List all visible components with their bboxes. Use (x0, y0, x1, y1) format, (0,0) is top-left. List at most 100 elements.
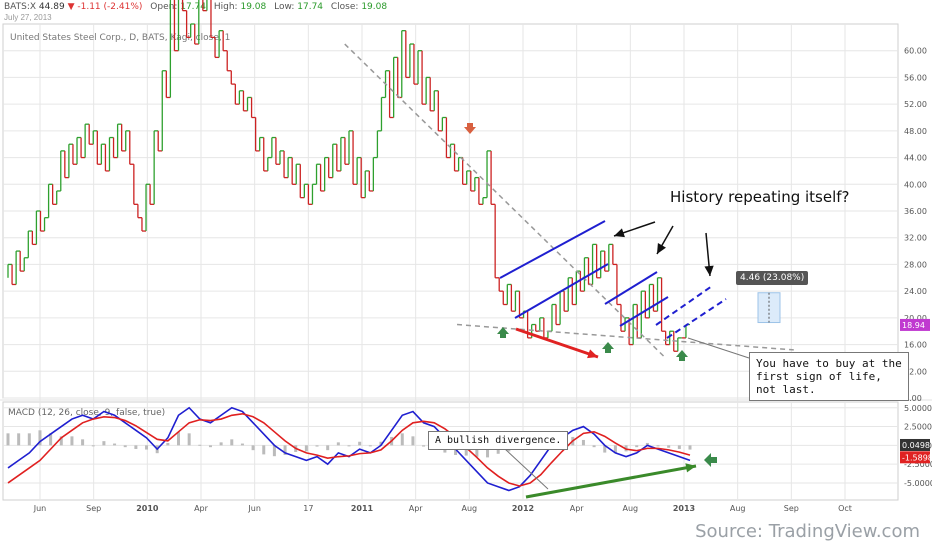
channel-lower-2 (619, 296, 669, 327)
red-trend-arrow-head (587, 349, 598, 359)
low-value: 17.74 (297, 2, 324, 12)
price-tick-label: 44.00 (904, 154, 927, 163)
time-tick-label: Oct (838, 504, 852, 513)
time-tick-label: Aug (730, 504, 746, 513)
high-label: High: (213, 2, 238, 12)
histogram-bar (27, 433, 31, 446)
signal-tag (900, 451, 930, 464)
histogram-bar (645, 442, 649, 446)
price-tick-label: 8.00 (904, 394, 922, 403)
price-tick-label: 36.00 (904, 207, 927, 216)
histogram-bar (486, 445, 490, 458)
high-value: 19.08 (240, 2, 267, 12)
time-tick-label: Apr (409, 504, 424, 513)
history-pointer-1-head (614, 228, 625, 238)
histogram-bar (336, 442, 340, 446)
main-chart-title: United States Steel Corp., D, BATS, Kagi… (10, 33, 230, 43)
time-tick-label: 2012 (512, 504, 534, 513)
histogram-bar (262, 445, 266, 455)
divergence-note: A bullish divergence. (428, 431, 569, 450)
close-label: Close: (330, 2, 359, 12)
divergence-leader (504, 448, 549, 490)
low-label: Low: (274, 2, 295, 12)
change-percent: (-2.41%) (103, 2, 143, 12)
time-tick-label: 2010 (136, 504, 159, 513)
down-arrow-icon: ▼ (67, 2, 75, 12)
price-tick-label: 24.00 (904, 287, 927, 296)
macd-tag-text: 0.0498 (902, 441, 930, 450)
channel-upper-1 (499, 220, 606, 279)
histogram-bar (677, 445, 681, 449)
buy-marker-icon (676, 350, 688, 357)
channel-upper-3 (655, 285, 713, 326)
histogram-bar (304, 445, 308, 452)
histogram-bar (251, 445, 255, 451)
price-tag (900, 318, 930, 331)
histogram-bar (379, 441, 383, 446)
red-trend-arrow (515, 327, 599, 359)
histogram-bar (464, 445, 468, 456)
green-divergence-arrow-head (685, 463, 696, 473)
buy-note: You have to buy at the first sign of lif… (749, 352, 909, 401)
open-label: Open: (150, 2, 178, 12)
histogram-bar (81, 439, 85, 446)
close-value: 19.08 (361, 2, 388, 12)
time-axis: Jun Sep 2010 Apr Jun 17 2011 Apr Aug 2012 Apr Aug 20… (33, 504, 852, 513)
channel-lower-1 (514, 263, 609, 319)
macd-pane (2, 401, 899, 501)
histogram-bar (667, 445, 671, 448)
macd-tick-label: -2.5000 (904, 460, 932, 469)
time-tick-label: Aug (462, 504, 478, 513)
price-tick-label: 56.00 (904, 73, 927, 82)
time-tick-label: 2013 (673, 504, 695, 513)
price-axis: 60.00 56.00 52.00 48.00 44.00 40.00 36.00 32.00… (904, 47, 927, 403)
buy-marker-icon-stem (679, 357, 685, 361)
histogram-bar (70, 436, 74, 446)
histogram-bar (688, 445, 692, 450)
histogram-bar (208, 445, 212, 448)
price-tick-label: 60.00 (904, 47, 927, 56)
price-tick-label: 40.00 (904, 180, 927, 189)
time-tick-label: Jun (33, 504, 47, 513)
histogram-bar (91, 445, 95, 447)
histogram-bar (411, 436, 415, 446)
macd-tick-label: 5.0000 (904, 404, 932, 413)
channel-lower-3 (666, 298, 727, 339)
histogram-bar (581, 439, 585, 446)
open-value: 17.74 (180, 2, 206, 12)
histogram-bar (123, 445, 127, 448)
price-tick-label: 28.00 (904, 260, 927, 269)
kagi-series (7, 0, 690, 352)
histogram-bar (656, 445, 660, 447)
histogram-bar (113, 443, 117, 446)
time-tick-label: Sep (784, 504, 799, 513)
histogram-bar (59, 436, 63, 446)
histogram-bar (283, 445, 287, 455)
note-leader (687, 337, 750, 359)
histogram-bar (603, 445, 607, 453)
histogram-bar (613, 445, 617, 454)
histogram-bar (315, 445, 319, 447)
signal-line (7, 412, 691, 487)
time-tick-label: Sep (86, 504, 101, 513)
last-price: 44.89 (38, 2, 65, 12)
histogram-bar (422, 445, 426, 447)
time-tick-label: 17 (303, 504, 313, 513)
histogram-bar (592, 445, 596, 448)
histogram-bar (368, 445, 372, 447)
time-tick-label: Jun (247, 504, 261, 513)
macd-marker-icon-tail (711, 457, 717, 463)
histogram-bar (49, 433, 53, 446)
price-tick-label: 52.00 (904, 100, 927, 109)
price-tick-label: 12.00 (904, 367, 927, 376)
macd-title: MACD (12, 26, close, 9, false, true) (8, 408, 165, 418)
histogram-bar (166, 442, 170, 446)
time-tick-label: 2011 (351, 504, 374, 513)
histogram-bar (6, 433, 10, 446)
buy-marker-icon-stem (500, 334, 506, 338)
time-tick-label: Apr (194, 504, 209, 513)
time-tick-label: Apr (570, 504, 585, 513)
histogram-bar (347, 445, 351, 447)
histogram-bar (102, 441, 106, 446)
